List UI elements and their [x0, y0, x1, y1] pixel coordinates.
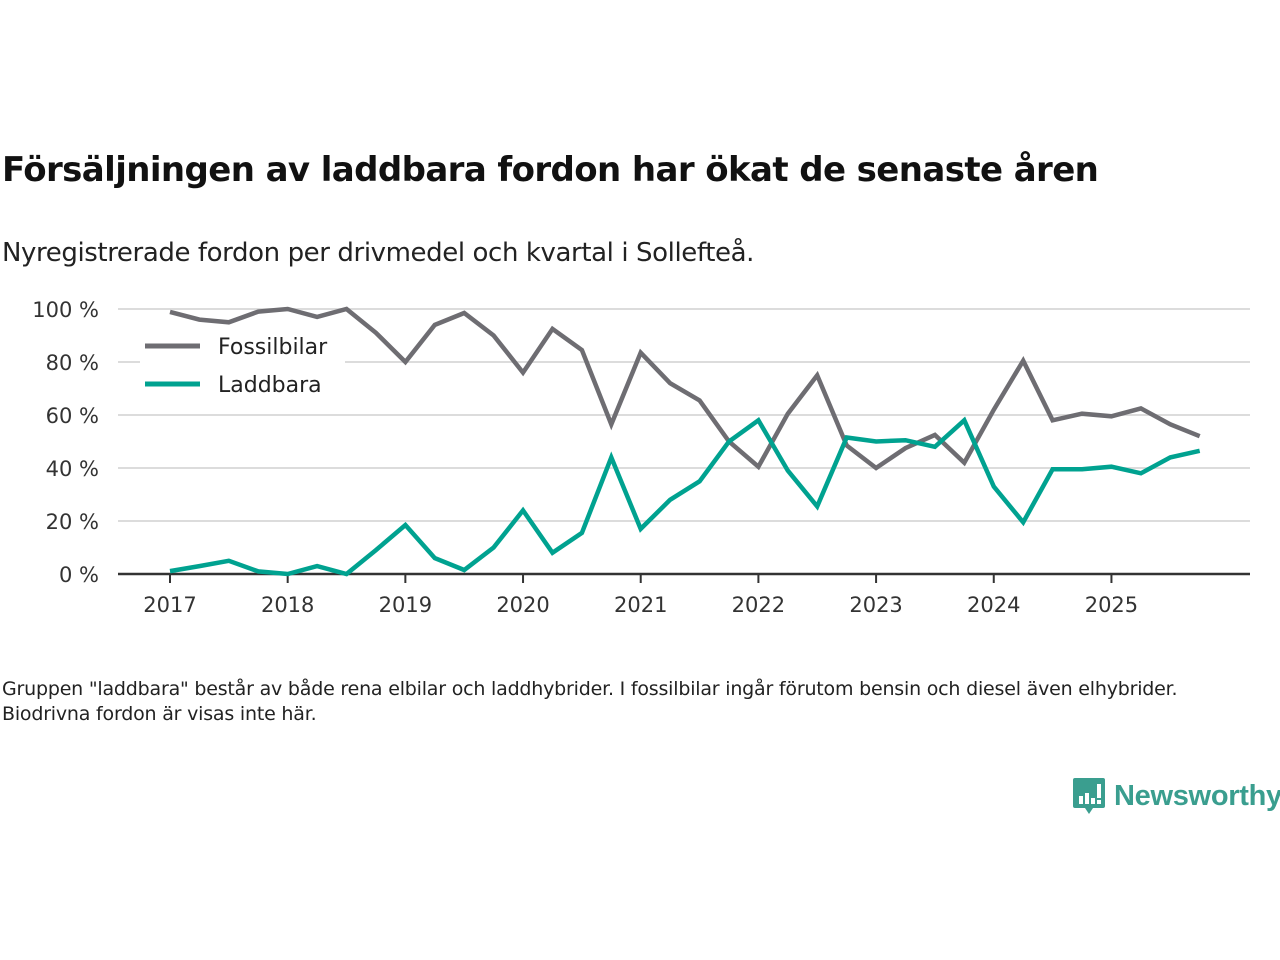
y-tick-label: 20 % — [46, 510, 99, 534]
x-tick-label: 2021 — [614, 593, 667, 617]
y-tick-label: 100 % — [32, 298, 99, 322]
x-tick-label: 2017 — [143, 593, 196, 617]
footnote: Gruppen "laddbara" består av både rena e… — [2, 678, 1178, 725]
chart-title: Försäljningen av laddbara fordon har öka… — [2, 150, 1099, 190]
line-chart: 0 % 20 % 40 % 60 % 80 % 100 % 2017 2018 2019 202… — [32, 298, 1250, 617]
y-axis: 0 % 20 % 40 % 60 % 80 % 100 % — [32, 298, 99, 587]
x-tick-label: 2024 — [967, 593, 1020, 617]
series-lines — [169, 306, 1201, 577]
x-tick-label: 2020 — [496, 593, 549, 617]
legend-label-laddbara: Laddbara — [218, 373, 322, 398]
series-line-laddbara — [169, 416, 1201, 577]
y-tick-label: 0 % — [59, 563, 99, 587]
x-tick-label: 2019 — [379, 593, 432, 617]
legend: Fossilbilar Laddbara — [140, 325, 345, 407]
x-tick-label: 2025 — [1085, 593, 1138, 617]
bar-chart-speech-bubble-icon — [1073, 778, 1105, 814]
legend-label-fossilbilar: Fossilbilar — [218, 335, 328, 360]
chart-subtitle: Nyregistrerade fordon per drivmedel och … — [2, 238, 754, 268]
x-axis: 2017 2018 2019 2020 2021 2022 2023 2024 2025 — [118, 572, 1250, 617]
y-tick-label: 80 % — [46, 351, 99, 375]
x-tick-label: 2018 — [261, 593, 314, 617]
y-tick-label: 60 % — [46, 404, 99, 428]
brand-name: Newsworthy — [1114, 779, 1280, 812]
y-tick-label: 40 % — [46, 457, 99, 481]
series-line-fossilbilar — [169, 306, 1201, 471]
legend-background — [140, 325, 345, 407]
x-tick-label: 2022 — [732, 593, 785, 617]
newsworthy-logo: Newsworthy — [1072, 776, 1280, 816]
x-tick-label: 2023 — [849, 593, 902, 617]
